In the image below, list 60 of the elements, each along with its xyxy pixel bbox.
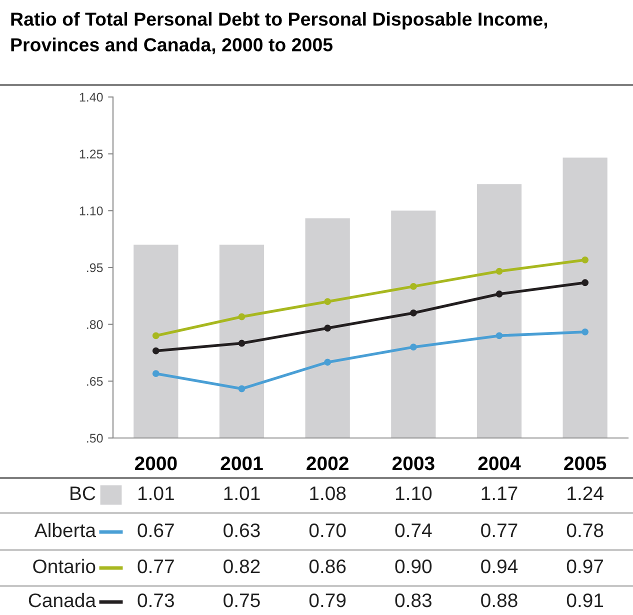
point	[496, 332, 503, 340]
point	[582, 328, 589, 336]
x-tick-label: 2003	[392, 456, 434, 470]
x-tick-label: 2004	[478, 456, 521, 470]
data-label: 1.17	[482, 486, 518, 500]
point	[582, 279, 589, 286]
data-label: 1.10	[396, 486, 432, 500]
data-label: 0.90	[395, 559, 432, 574]
legend-label: Ontario	[33, 558, 96, 574]
data-label: 0.78	[566, 523, 604, 538]
data-label: 0.94	[481, 559, 518, 574]
point	[324, 298, 332, 306]
legend-label: Canada	[28, 592, 96, 608]
y-tick-label: 1.40	[80, 92, 103, 102]
point	[410, 344, 417, 351]
data-label: 1.08	[310, 486, 346, 500]
point	[324, 324, 332, 332]
point	[496, 290, 503, 298]
y-tick-label: .50	[87, 434, 103, 443]
chart-title: Ratio of Total Personal Debt to Personal Disposable Income, Provinces and Canada, 2000 to 2005	[11, 12, 548, 54]
y-tick-label: 1.10	[80, 206, 103, 216]
point	[152, 332, 160, 340]
point	[410, 309, 417, 316]
data-label: 1.01	[138, 486, 174, 500]
x-tick-label: 2005	[564, 456, 606, 470]
point	[238, 313, 246, 320]
data-label: 0.74	[395, 523, 432, 538]
data-label: 0.79	[309, 593, 346, 608]
data-label: 0.97	[566, 559, 604, 574]
point	[152, 347, 160, 354]
data-label: 0.88	[481, 593, 518, 608]
point	[410, 282, 417, 290]
data-label: 0.70	[309, 523, 346, 538]
data-label: 0.63	[224, 523, 260, 538]
y-tick-label: .95	[87, 263, 103, 272]
data-label: 0.86	[309, 559, 346, 574]
point	[496, 268, 503, 275]
legend-label: Alberta	[34, 522, 96, 538]
point	[238, 385, 246, 392]
y-tick-label: .80	[87, 320, 103, 329]
point	[238, 340, 246, 347]
x-tick-label: 2001	[220, 456, 263, 470]
data-label: 0.73	[138, 593, 174, 608]
x-tick-label: 2000	[134, 456, 177, 470]
data-label: 0.82	[224, 559, 260, 574]
data-label: 0.83	[395, 593, 432, 608]
legend-label: BC	[70, 486, 96, 500]
x-tick-label: 2002	[306, 456, 348, 470]
point	[582, 256, 589, 264]
data-label: 0.77	[481, 523, 518, 538]
data-label: 1.01	[224, 486, 260, 500]
y-tick-label: 1.25	[80, 150, 103, 158]
data-label: 1.24	[568, 486, 604, 500]
data-label: 0.75	[224, 593, 260, 608]
point	[324, 358, 332, 366]
data-label: 0.67	[138, 523, 174, 538]
y-tick-label: .65	[87, 376, 103, 386]
data-label: 0.77	[138, 559, 174, 574]
data-label: 0.91	[566, 593, 604, 608]
point	[152, 370, 160, 378]
